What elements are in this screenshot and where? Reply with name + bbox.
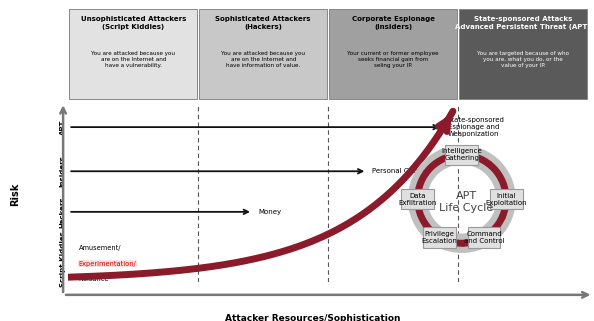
Text: State-sponsored
Espionage and
Weaponization: State-sponsored Espionage and Weaponizat… — [448, 117, 504, 137]
Text: Data
Exfiltration: Data Exfiltration — [399, 193, 437, 205]
FancyBboxPatch shape — [329, 9, 457, 99]
Text: Intelligence
Gathering: Intelligence Gathering — [441, 148, 482, 161]
FancyBboxPatch shape — [489, 189, 523, 209]
Text: Corporate Espionage
(Insiders): Corporate Espionage (Insiders) — [352, 16, 435, 30]
Text: Insiders: Insiders — [60, 155, 66, 187]
Text: APT
Life Cycle: APT Life Cycle — [439, 191, 494, 213]
FancyBboxPatch shape — [69, 9, 197, 99]
Text: Personal Gain: Personal Gain — [372, 168, 421, 174]
Text: You are attacked because you
are on the Internet and
have information of value.: You are attacked because you are on the … — [221, 51, 305, 68]
Text: Attacker Resources/Sophistication: Attacker Resources/Sophistication — [225, 314, 400, 321]
Text: Unsophisticated Attackers
(Script Kiddies): Unsophisticated Attackers (Script Kiddie… — [81, 16, 186, 30]
Text: APT: APT — [60, 119, 66, 135]
Text: Money: Money — [258, 209, 281, 215]
Text: Command
and Control: Command and Control — [464, 231, 504, 244]
Text: Sophisticated Attackers
(Hackers): Sophisticated Attackers (Hackers) — [216, 16, 311, 30]
Text: Amusement/: Amusement/ — [78, 245, 121, 251]
Text: Privilege
Escalation: Privilege Escalation — [422, 231, 457, 244]
Text: You are attacked because you
are on the Internet and
have a vulnerability.: You are attacked because you are on the … — [91, 51, 175, 68]
Text: State-sponsored Attacks
Advanced Persistent Threat (APT): State-sponsored Attacks Advanced Persist… — [456, 16, 591, 30]
Text: You are targeted because of who
you are, what you do, or the
value of your IP.: You are targeted because of who you are,… — [477, 51, 569, 68]
FancyBboxPatch shape — [467, 227, 500, 247]
Text: Your current or former employee
seeks financial gain from
seling your IP.: Your current or former employee seeks fi… — [347, 51, 439, 68]
Text: Hackers: Hackers — [60, 196, 66, 228]
FancyBboxPatch shape — [401, 189, 434, 209]
FancyBboxPatch shape — [200, 9, 327, 99]
Text: Script Kiddies: Script Kiddies — [60, 231, 66, 288]
Text: Initial
Exploitation: Initial Exploitation — [485, 193, 527, 205]
FancyBboxPatch shape — [446, 144, 478, 165]
Text: Risk: Risk — [10, 183, 20, 206]
FancyBboxPatch shape — [424, 227, 456, 247]
FancyBboxPatch shape — [459, 9, 587, 99]
Text: Nuisance: Nuisance — [78, 276, 109, 282]
Text: Experimentation/: Experimentation/ — [78, 261, 137, 266]
